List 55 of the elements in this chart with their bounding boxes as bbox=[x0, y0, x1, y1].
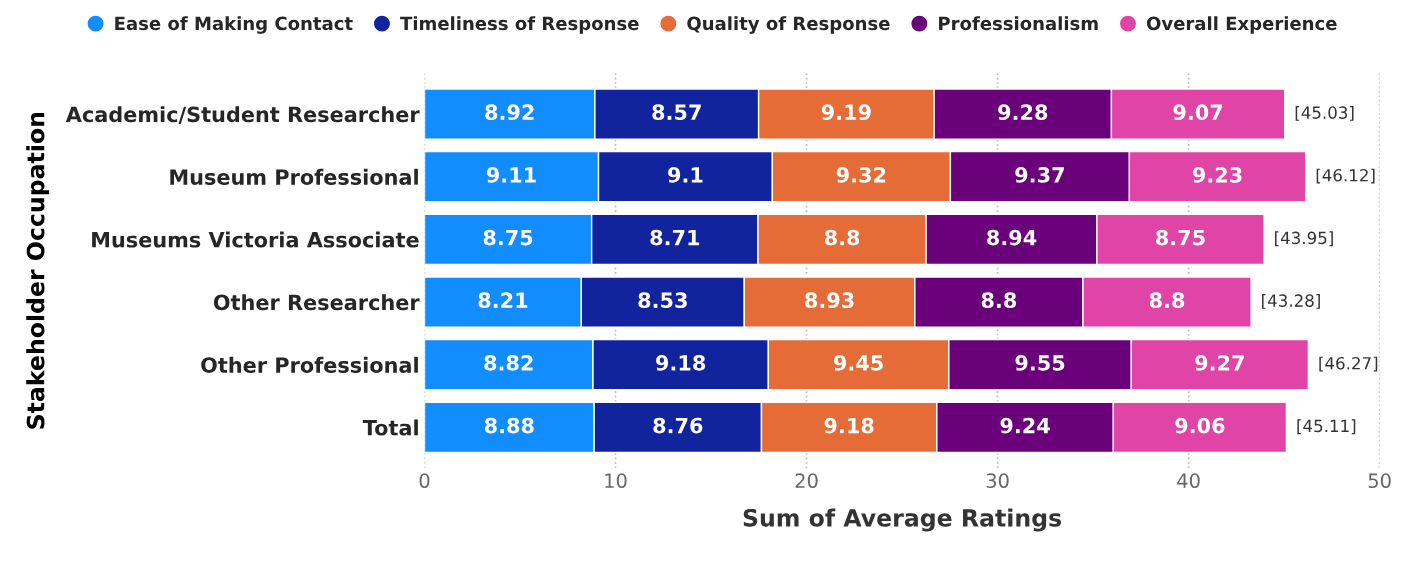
legend-label: Ease of Making Contact bbox=[115, 16, 353, 34]
data-label: 9.1 bbox=[668, 167, 703, 183]
data-label: 9.11 bbox=[486, 167, 536, 183]
data-label: 8.92 bbox=[485, 104, 534, 121]
data-label: 9.37 bbox=[1015, 167, 1064, 183]
x-tick-label: 20 bbox=[795, 473, 818, 489]
data-label: 8.8 bbox=[824, 229, 860, 246]
data-label: 9.06 bbox=[1175, 417, 1225, 434]
data-label: 8.8 bbox=[1149, 292, 1185, 309]
data-label: 8.75 bbox=[1156, 229, 1205, 246]
x-tick-label: 30 bbox=[986, 473, 1009, 489]
data-label: 9.23 bbox=[1192, 167, 1242, 183]
legend-label: Professionalism bbox=[939, 16, 1098, 31]
y-tick-label: Museums Victoria Associate bbox=[92, 231, 419, 248]
data-label: 8.57 bbox=[652, 104, 701, 121]
total-label: [45.03] bbox=[1295, 105, 1354, 121]
x-tick-label: 50 bbox=[1368, 473, 1391, 489]
data-label: 9.32 bbox=[836, 167, 886, 183]
data-label: 8.94 bbox=[987, 229, 1037, 246]
legend-label: Quality of Response bbox=[687, 16, 890, 34]
y-tick-label: Other Researcher bbox=[213, 294, 420, 311]
data-label: 8.8 bbox=[981, 292, 1017, 309]
y-tick-label: Other Professional bbox=[201, 356, 418, 373]
y-tick-label: Museum Professional bbox=[170, 168, 418, 185]
y-axis-title: Stakeholder Occupation bbox=[26, 112, 50, 429]
data-label: 8.53 bbox=[638, 292, 687, 309]
total-label: [43.28] bbox=[1262, 293, 1320, 309]
data-label: 8.88 bbox=[484, 417, 534, 434]
legend-label: Timeliness of Response bbox=[400, 16, 639, 34]
total-label: [46.12] bbox=[1316, 168, 1375, 184]
data-label: 9.19 bbox=[821, 104, 871, 121]
total-label: [45.11] bbox=[1297, 419, 1356, 435]
data-label: 9.24 bbox=[1000, 417, 1050, 434]
data-label: 9.18 bbox=[656, 355, 706, 371]
data-label: 9.55 bbox=[1015, 355, 1065, 371]
data-label: 9.18 bbox=[824, 417, 874, 434]
y-tick-label: Academic/Student Researcher bbox=[65, 106, 420, 124]
data-label: 9.28 bbox=[998, 104, 1048, 121]
data-label: 8.93 bbox=[805, 292, 854, 309]
x-tick-label: 10 bbox=[605, 473, 627, 489]
data-label: 9.07 bbox=[1173, 104, 1223, 121]
data-label: 8.82 bbox=[484, 355, 533, 371]
data-label: 8.21 bbox=[478, 292, 528, 309]
total-label: [46.27] bbox=[1319, 356, 1378, 372]
y-tick-label: Total bbox=[362, 419, 418, 436]
data-label: 9.45 bbox=[833, 355, 883, 371]
data-label: 9.27 bbox=[1195, 355, 1244, 371]
total-label: [43.95] bbox=[1275, 231, 1333, 247]
data-label: 8.75 bbox=[483, 229, 533, 246]
data-label: 8.76 bbox=[653, 417, 703, 434]
legend-label: Overall Experience bbox=[1146, 16, 1337, 34]
x-tick-label: 0 bbox=[419, 473, 430, 489]
x-axis-title: Sum of Average Ratings bbox=[743, 508, 1062, 532]
data-label: 8.71 bbox=[650, 229, 700, 246]
x-tick-label: 40 bbox=[1177, 473, 1200, 489]
